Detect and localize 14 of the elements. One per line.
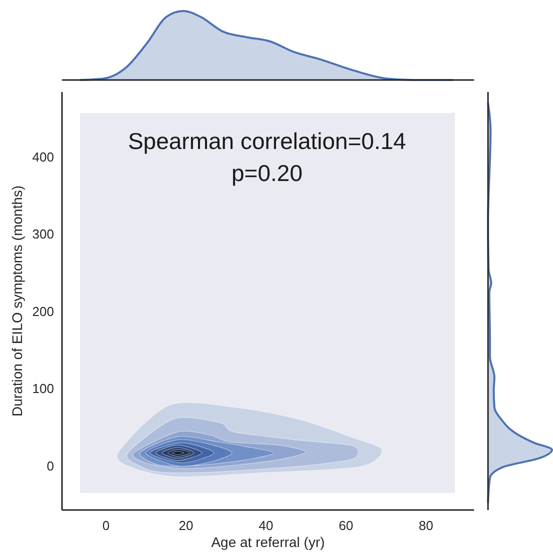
x-tick-label: 20	[178, 518, 194, 533]
y-tick-label: 400	[32, 149, 54, 164]
x-tick-label: 0	[102, 518, 110, 533]
x-axis-title: Age at referral (yr)	[211, 534, 325, 550]
y-tick-label: 200	[32, 304, 54, 319]
y-axis-title: Duration of EILO symptoms (months)	[9, 185, 25, 417]
x-tick-label: 60	[338, 518, 354, 533]
y-tick-label: 300	[32, 226, 54, 242]
y-tick-label: 0	[46, 458, 54, 474]
annotation: Spearman correlation=0.14	[128, 128, 406, 154]
x-tick-label: 80	[418, 518, 434, 533]
annotation: p=0.20	[232, 160, 302, 186]
x-tick-label: 40	[258, 518, 274, 533]
y-tick-label: 100	[32, 381, 54, 396]
